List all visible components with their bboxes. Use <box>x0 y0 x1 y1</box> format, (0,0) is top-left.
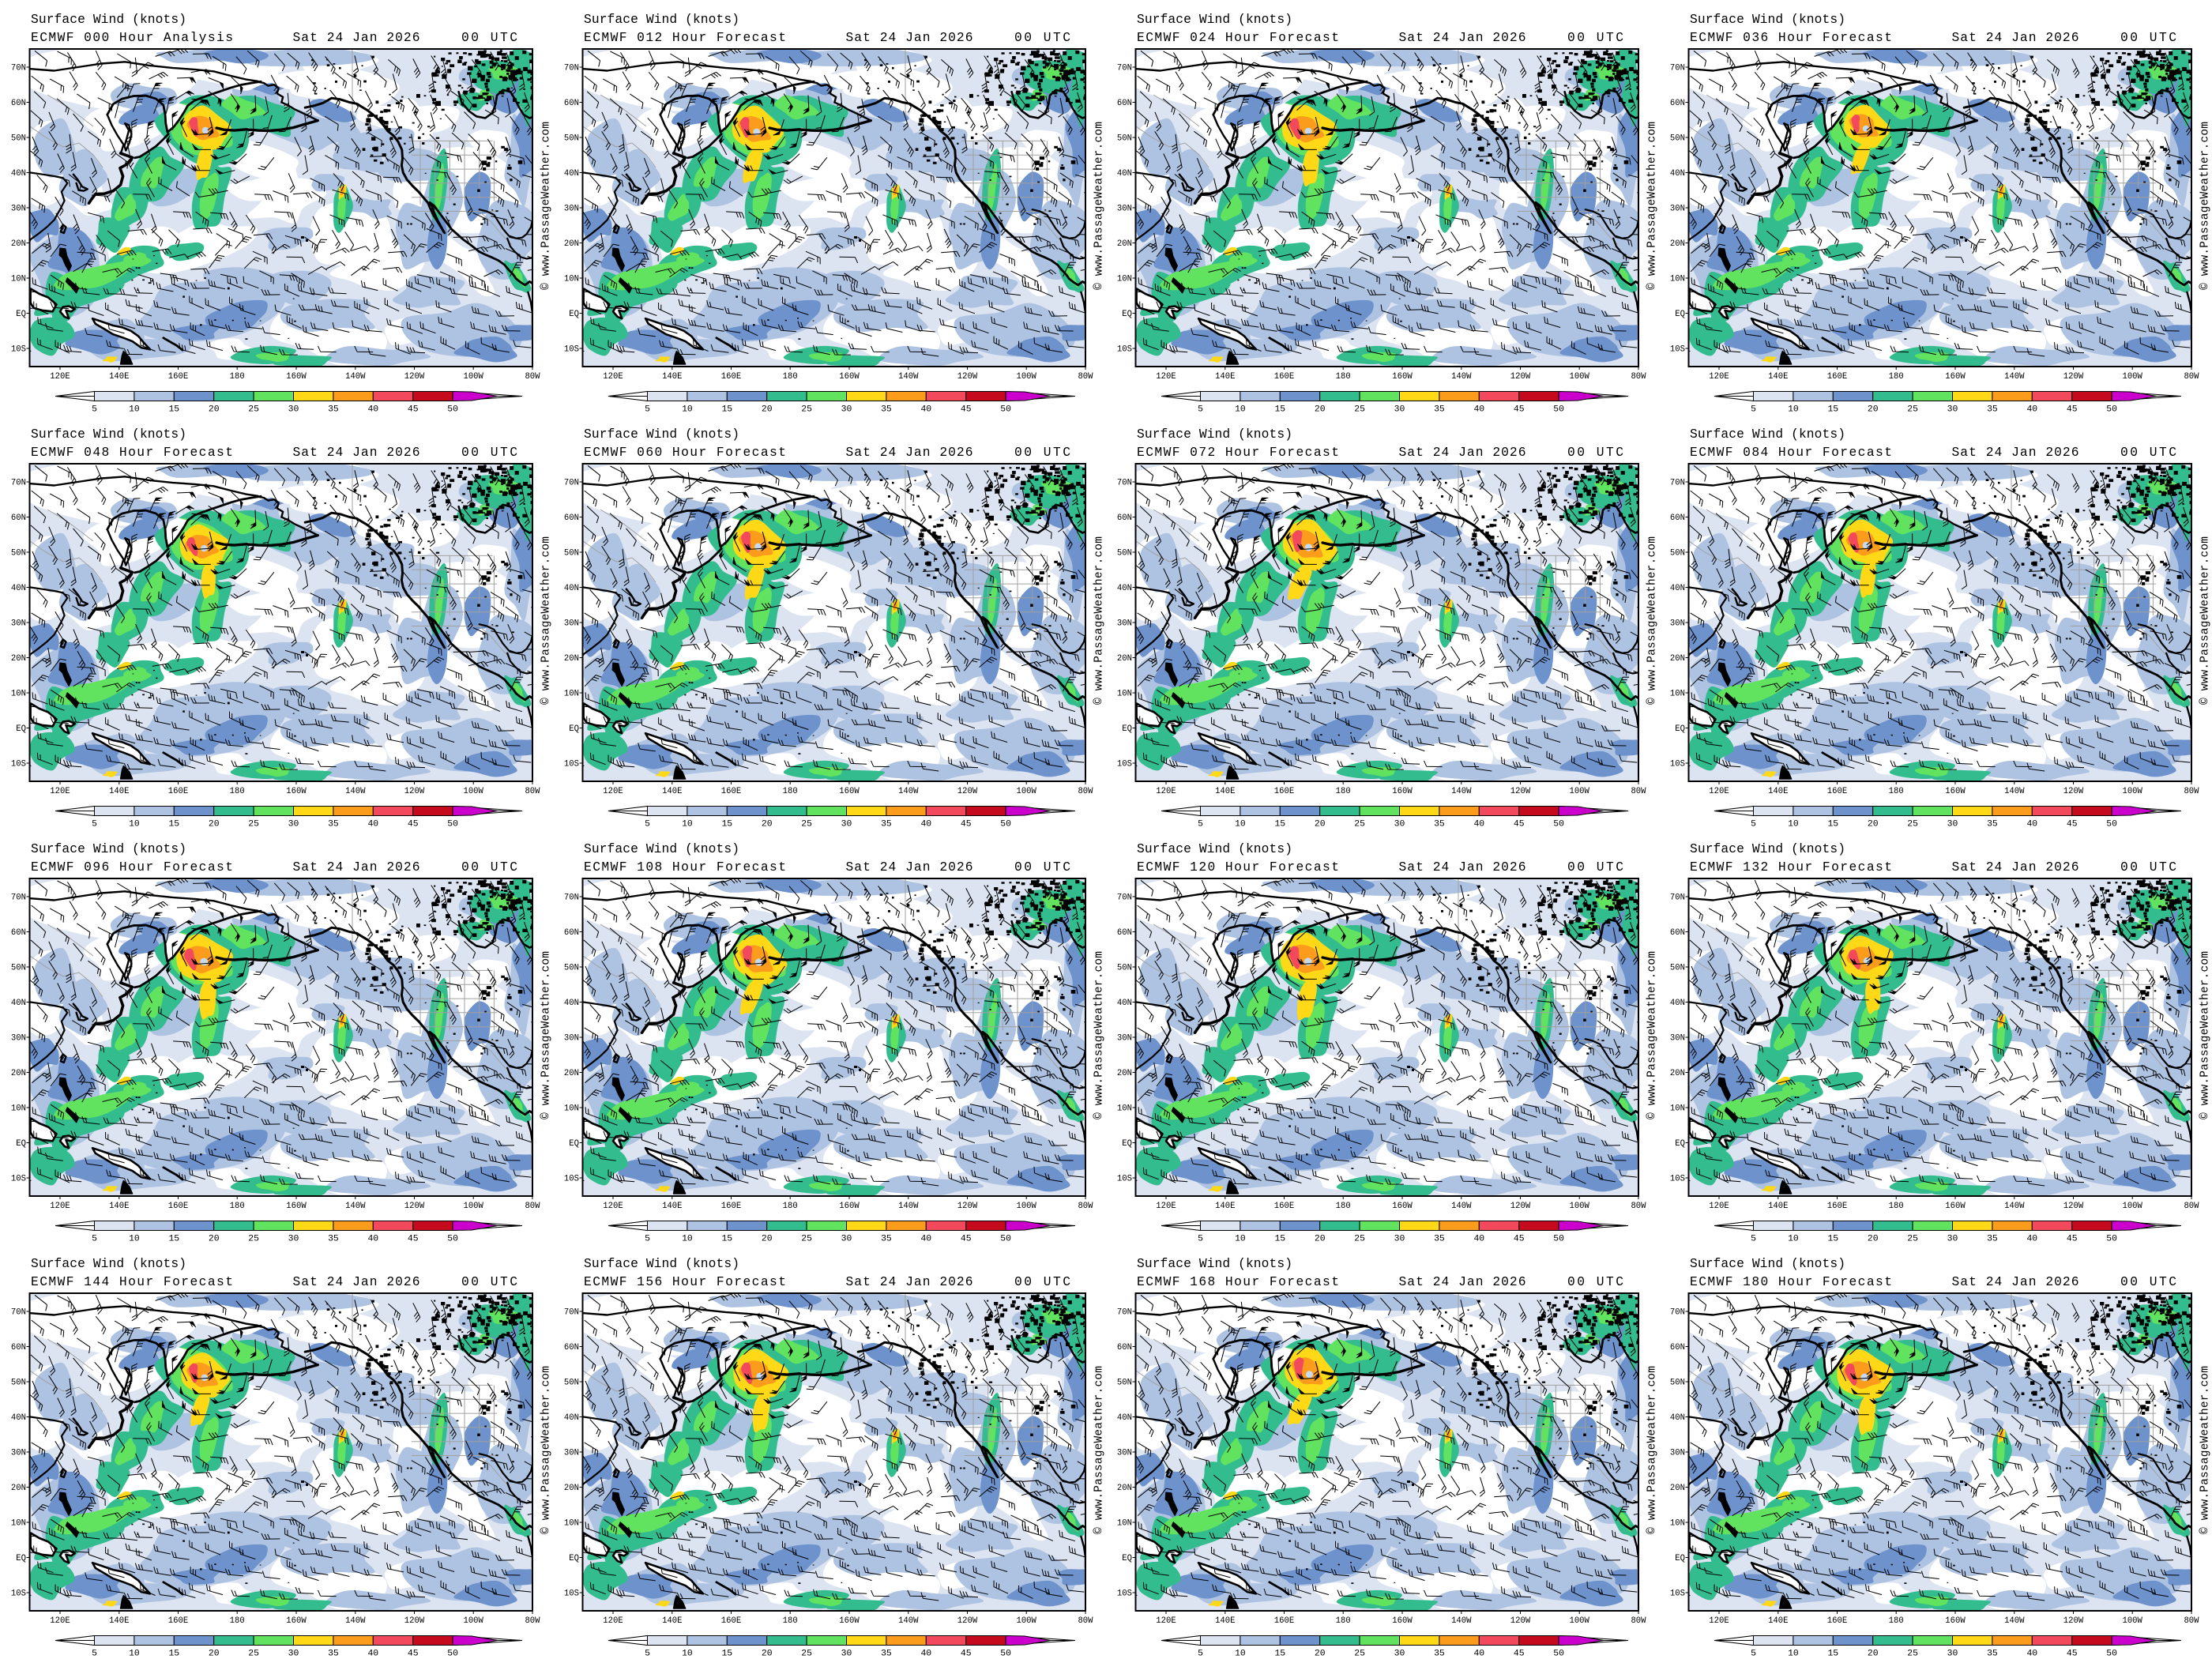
svg-text:ECMWF 156 Hour Forecast: ECMWF 156 Hour Forecast <box>584 1274 786 1289</box>
svg-text:ECMWF 048 Hour Forecast: ECMWF 048 Hour Forecast <box>31 445 233 460</box>
svg-text:ECMWF 096 Hour Forecast: ECMWF 096 Hour Forecast <box>31 860 233 875</box>
svg-text:ECMWF 060 Hour Forecast: ECMWF 060 Hour Forecast <box>584 445 786 460</box>
svg-text:ECMWF 024 Hour Forecast: ECMWF 024 Hour Forecast <box>1137 30 1339 45</box>
svg-text:ECMWF 180 Hour Forecast: ECMWF 180 Hour Forecast <box>1690 1274 1892 1289</box>
svg-text:ECMWF 144 Hour Forecast: ECMWF 144 Hour Forecast <box>31 1274 233 1289</box>
svg-text:ECMWF 084 Hour Forecast: ECMWF 084 Hour Forecast <box>1690 445 1892 460</box>
svg-text:ECMWF 168 Hour Forecast: ECMWF 168 Hour Forecast <box>1137 1274 1339 1289</box>
svg-text:ECMWF 120 Hour Forecast: ECMWF 120 Hour Forecast <box>1137 860 1339 875</box>
svg-text:ECMWF 012 Hour Forecast: ECMWF 012 Hour Forecast <box>584 30 786 45</box>
svg-text:ECMWF 000 Hour Analysis: ECMWF 000 Hour Analysis <box>31 30 233 45</box>
svg-text:ECMWF 072 Hour Forecast: ECMWF 072 Hour Forecast <box>1137 445 1339 460</box>
svg-text:ECMWF 108 Hour Forecast: ECMWF 108 Hour Forecast <box>584 860 786 875</box>
svg-text:ECMWF 132 Hour Forecast: ECMWF 132 Hour Forecast <box>1690 860 1892 875</box>
svg-text:ECMWF 036 Hour Forecast: ECMWF 036 Hour Forecast <box>1690 30 1892 45</box>
